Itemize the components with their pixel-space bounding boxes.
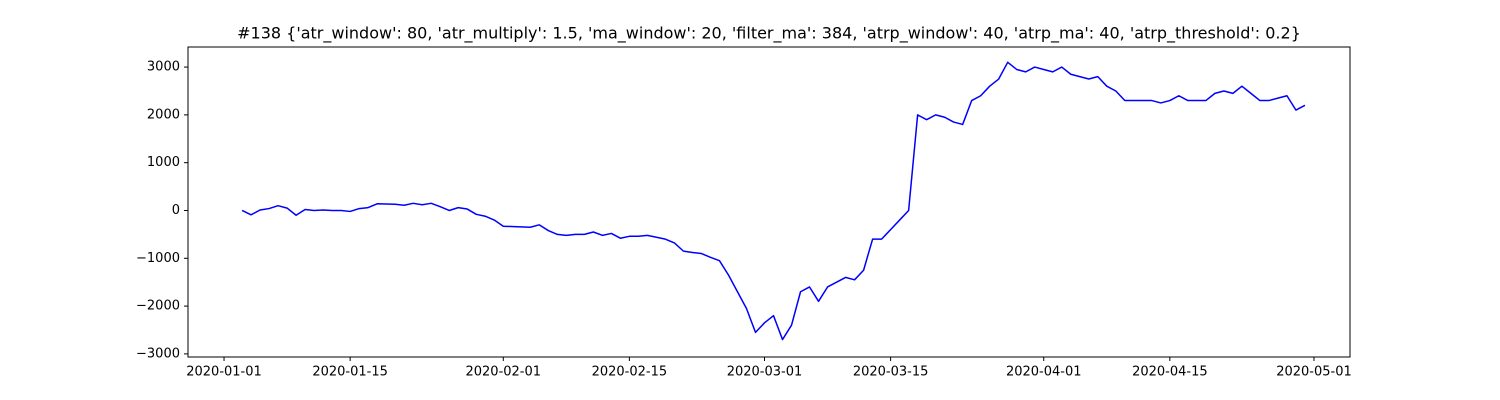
x-tick-label: 2020-03-15 xyxy=(853,365,929,380)
x-tick-label: 2020-04-15 xyxy=(1132,365,1208,380)
x-tick-label: 2020-02-15 xyxy=(592,365,668,380)
y-tick-label: −1000 xyxy=(136,251,180,266)
x-tick-label: 2020-02-01 xyxy=(465,365,541,380)
y-tick-label: −2000 xyxy=(136,299,180,314)
y-tick-label: 2000 xyxy=(147,107,180,122)
x-tick-label: 2020-05-01 xyxy=(1276,365,1352,380)
y-tick-label: 3000 xyxy=(147,60,180,75)
x-tick-label: 2020-01-15 xyxy=(312,365,388,380)
x-tick-label: 2020-03-01 xyxy=(727,365,803,380)
plot-frame xyxy=(187,46,1351,358)
data-line xyxy=(241,61,1306,341)
x-tick-label: 2020-01-01 xyxy=(186,365,262,380)
y-tick-label: 1000 xyxy=(147,155,180,170)
y-tick-label: 0 xyxy=(172,203,180,218)
y-tick-label: −3000 xyxy=(136,346,180,361)
chart-title: #138 {'atr_window': 80, 'atr_multiply': … xyxy=(237,24,1301,44)
x-tick-label: 2020-04-01 xyxy=(1006,365,1082,380)
